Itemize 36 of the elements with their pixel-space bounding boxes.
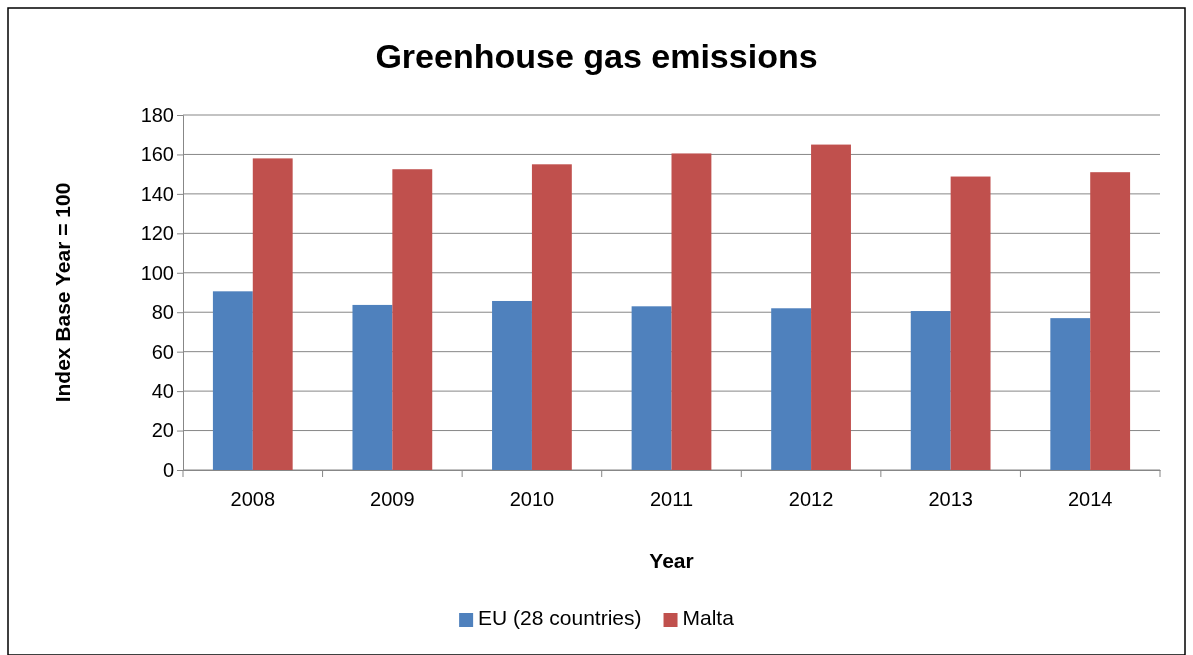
x-tick-label: 2014 [1067,488,1113,511]
y-tick-label: 80 [151,301,174,324]
x-tick-label: 2010 [509,488,555,511]
bar [352,304,393,470]
x-tick-label: 2009 [370,488,415,511]
y-tick-label: 60 [151,340,174,363]
y-tick-label: 40 [151,380,174,403]
x-tick-label: 2011 [649,488,694,511]
bar [1090,172,1131,470]
bar [392,169,433,470]
bar [1050,318,1091,470]
y-axis-title: Index Base Year = 100 [51,182,74,403]
y-tick-label: 180 [140,103,174,126]
bar [671,153,712,470]
y-tick-label: 140 [140,182,174,205]
y-tick-label: 120 [140,222,174,245]
x-tick-label: 2013 [928,488,973,511]
bar [771,308,812,470]
bar [950,176,991,470]
bar [910,311,951,470]
x-tick-label: 2008 [230,488,276,511]
bar [492,300,532,470]
legend-label: EU (28 countries) [478,606,642,629]
bar [531,164,572,470]
bar [631,306,672,470]
y-tick-label: 0 [162,458,174,481]
bar [811,144,851,470]
x-axis-title: Year [649,549,694,572]
chart-title: Greenhouse gas emissions [375,37,818,75]
bar [252,158,293,470]
legend-label: Malta [682,606,735,629]
y-tick-label: 20 [151,419,174,442]
x-tick-label: 2012 [788,488,834,511]
bar [212,291,253,470]
y-tick-label: 100 [140,261,174,284]
y-tick-label: 160 [140,143,174,166]
